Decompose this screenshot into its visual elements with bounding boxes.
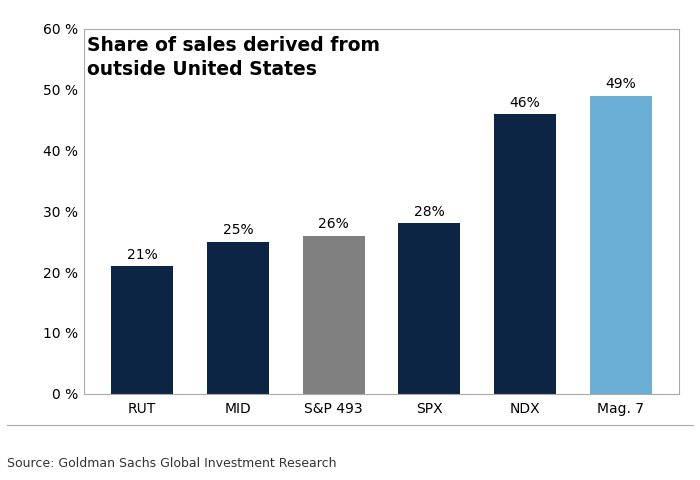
Bar bbox=[398, 223, 461, 394]
Bar bbox=[302, 236, 365, 394]
Bar bbox=[494, 114, 556, 394]
Bar bbox=[111, 266, 174, 394]
Text: 21%: 21% bbox=[127, 248, 158, 262]
Text: 46%: 46% bbox=[510, 96, 540, 109]
Text: 28%: 28% bbox=[414, 205, 444, 219]
Text: 49%: 49% bbox=[606, 77, 636, 91]
Text: 26%: 26% bbox=[318, 217, 349, 231]
Bar bbox=[206, 241, 269, 394]
Text: 25%: 25% bbox=[223, 223, 253, 237]
Text: Source: Goldman Sachs Global Investment Research: Source: Goldman Sachs Global Investment … bbox=[7, 457, 337, 470]
Bar bbox=[589, 96, 652, 394]
Text: Share of sales derived from
outside United States: Share of sales derived from outside Unit… bbox=[87, 36, 380, 79]
